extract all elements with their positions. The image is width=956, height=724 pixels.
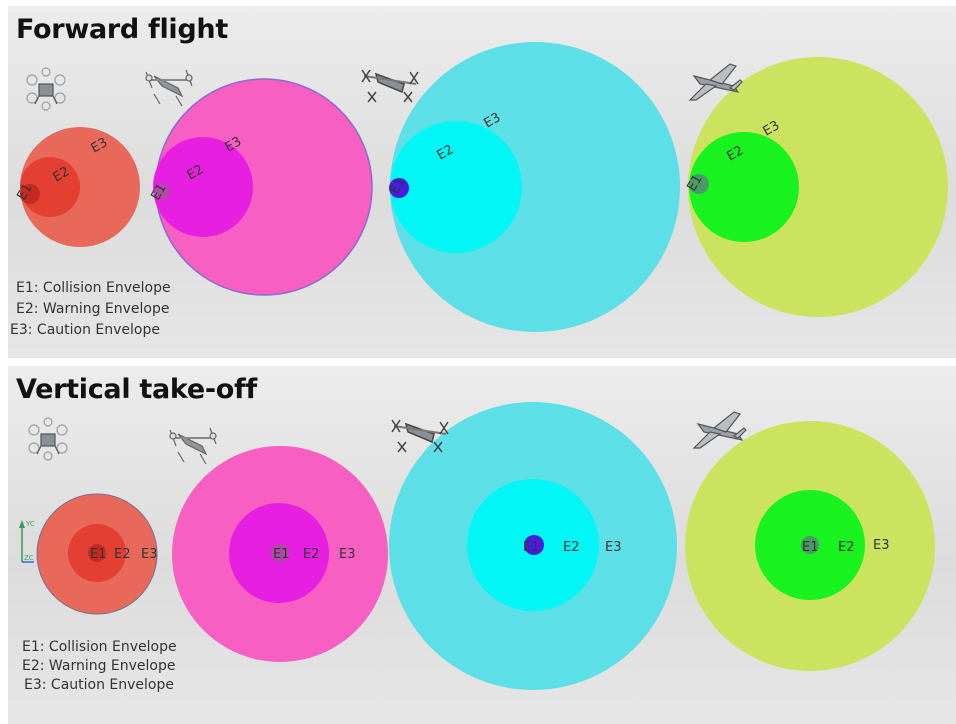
axis-triad-icon: YC ZC: [19, 520, 35, 563]
e1-label: E1: [148, 181, 169, 203]
e1-label: E1: [273, 547, 290, 562]
envelope-group-multicopter: E1 E2 E3: [14, 127, 140, 247]
envelope-legend: E1: Collision Envelope E2: Warning Envel…: [22, 638, 177, 695]
collision-envelope: [801, 536, 819, 554]
forward-flight-diagram: E1 E2 E3 E1 E2 E3 E1 E2 E3 E1 E2: [14, 42, 948, 332]
e3-label: E3: [339, 547, 356, 562]
panel-title-vertical-takeoff: Vertical take-off: [16, 374, 257, 405]
axis-z-label: ZC: [24, 554, 34, 562]
e1-label: E1: [14, 181, 35, 203]
tiltrotor-icon: [145, 69, 193, 107]
collision-envelope: [689, 174, 709, 194]
e2-label: E2: [435, 142, 457, 163]
e3-label: E3: [223, 134, 245, 155]
collision-envelope: [20, 184, 40, 204]
e1-label: E1: [90, 547, 107, 562]
e3-label: E3: [89, 135, 111, 156]
collision-envelope: [389, 178, 409, 198]
e1-label: E1: [802, 540, 819, 555]
caution-envelope: [688, 57, 948, 317]
e3-label: E3: [605, 540, 622, 555]
multicopter-icon: [26, 67, 66, 111]
warning-envelope: [689, 132, 799, 242]
e1-label: E1: [684, 172, 705, 194]
multicopter-icon: [28, 417, 68, 461]
envelope-group-tiltrotor: E1 E2 E3: [172, 446, 388, 662]
envelope-group-fixed-wing: E1 E2 E3: [684, 57, 948, 317]
warning-envelope: [153, 137, 253, 237]
e1-label: E1: [523, 540, 540, 555]
e2-label: E2: [303, 547, 320, 562]
envelope-group-tiltrotor: E1 E2 E3: [148, 78, 373, 296]
fixed-wing-icon: [692, 411, 747, 449]
tiltrotor-icon: [169, 427, 217, 465]
vertical-takeoff-panel: YC ZC E1 E2 E3 E1 E2 E3 E1 E2 E: [8, 366, 956, 724]
legend-item-collision: E1: Collision Envelope: [16, 280, 171, 296]
axis-y-label: YC: [25, 520, 35, 528]
panel-title-forward-flight: Forward flight: [16, 14, 228, 45]
e2-label: E2: [563, 540, 580, 555]
forward-flight-panel: E1 E2 E3 E1 E2 E3 E1 E2 E3 E1 E2: [8, 6, 956, 358]
e3-label: E3: [761, 118, 783, 139]
e2-label: E2: [51, 164, 73, 185]
lift-cruise-icon: [391, 419, 449, 453]
envelope-group-lift-cruise: E1 E2 E3: [387, 42, 680, 332]
lift-cruise-icon: [361, 69, 419, 103]
collision-envelope: [271, 544, 289, 562]
e2-label: E2: [185, 162, 207, 183]
e3-label: E3: [873, 538, 890, 553]
collision-envelope: [88, 544, 106, 562]
legend-item-collision: E1: Collision Envelope: [22, 639, 177, 655]
e2-label: E2: [114, 547, 131, 562]
e2-label: E2: [725, 143, 747, 164]
legend-item-caution: E3: Caution Envelope: [10, 322, 160, 338]
e2-label: E2: [838, 540, 855, 555]
envelope-legend: E1: Collision Envelope E2: Warning Envel…: [10, 278, 171, 341]
envelope-group-fixed-wing: E1 E2 E3: [685, 421, 935, 671]
envelope-group-multicopter: E1 E2 E3: [36, 493, 158, 615]
fixed-wing-icon: [688, 63, 743, 101]
warning-envelope: [390, 121, 522, 253]
e3-label: E3: [482, 110, 504, 131]
legend-item-caution: E3: Caution Envelope: [24, 677, 174, 693]
collision-envelope: [154, 184, 170, 200]
envelope-group-lift-cruise: E1 E2 E3: [389, 402, 677, 690]
e1-label: E1: [387, 175, 408, 197]
vertical-takeoff-diagram: YC ZC E1 E2 E3 E1 E2 E3 E1 E2 E: [19, 402, 935, 690]
caution-envelope: [390, 42, 680, 332]
collision-envelope: [524, 535, 544, 555]
legend-item-warning: E2: Warning Envelope: [22, 658, 176, 674]
e3-label: E3: [141, 547, 158, 562]
legend-item-warning: E2: Warning Envelope: [16, 301, 170, 317]
